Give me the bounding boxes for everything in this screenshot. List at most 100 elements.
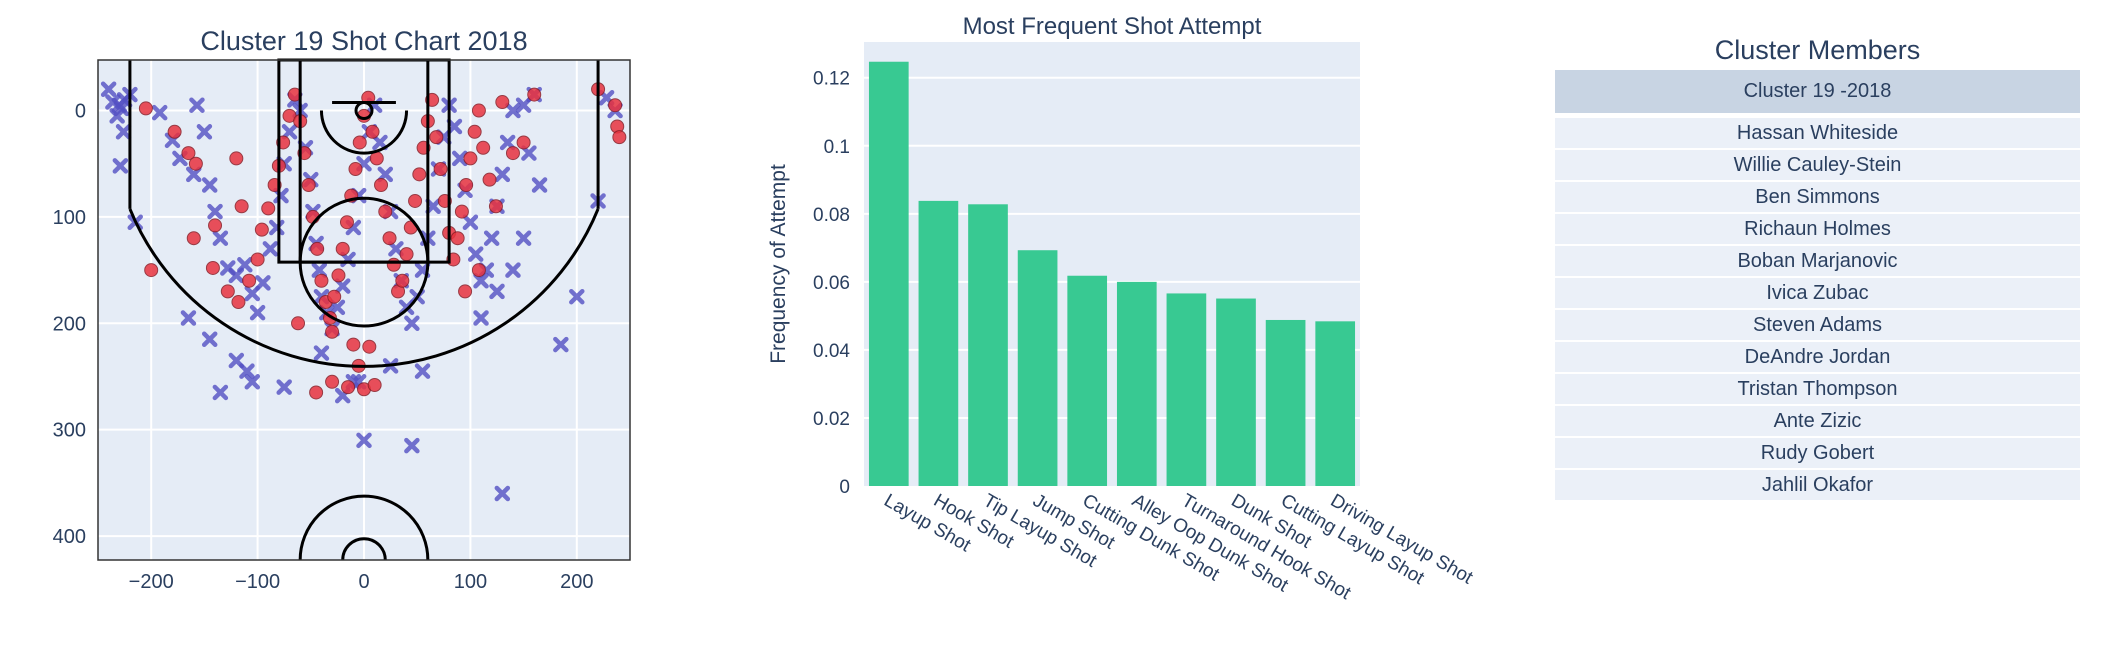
shot-point-circle-28 (339, 215, 354, 230)
shot-point-circle-3 (188, 156, 203, 171)
table-row-8: Tristan Thompson (1555, 373, 2080, 405)
shot-point-circle-66 (527, 87, 542, 102)
shot-point-circle-2 (181, 146, 196, 161)
shot-point-circle-72 (325, 324, 340, 339)
shot-point-x-90 (414, 363, 431, 379)
bar-y-tick-label-2: 0.04 (813, 341, 850, 362)
shot-point-circle-5 (205, 260, 220, 275)
shot-point-x-95 (494, 485, 511, 502)
shot-point-circle-31 (352, 135, 367, 150)
court-three-point-arc (128, 208, 600, 368)
bar-y-tick-label-6: 0.12 (813, 69, 850, 90)
shot-point-circle-60 (476, 140, 491, 155)
shot-point-circle-27 (335, 241, 350, 256)
bar-y-tick-label-0: 0 (839, 477, 850, 498)
shot-y-tick-label-4: 400 (53, 526, 86, 548)
shot-point-circle-83 (229, 151, 244, 166)
shot-y-tick-label-1: 100 (53, 207, 86, 229)
shot-point-circle-74 (362, 339, 377, 354)
bar-chart-y-ticks: 0 0.02 0.04 0.06 0.08 0.1 0.12 (813, 69, 850, 498)
shot-point-x-11 (186, 166, 202, 183)
bar-8 (1265, 319, 1306, 486)
bar-4 (1067, 275, 1108, 486)
shot-point-circle-11 (261, 201, 276, 216)
bar-y-tick-label-4: 0.08 (813, 205, 850, 226)
shot-point-x-23 (262, 241, 279, 257)
shot-point-circle-49 (429, 130, 444, 145)
shot-point-circle-6 (220, 284, 235, 299)
shot-chart-gridlines (98, 60, 630, 560)
shot-x-tick-label-4: 200 (560, 571, 593, 593)
shot-y-tick-label-0: 0 (75, 101, 86, 123)
shot-point-x-56 (425, 198, 441, 215)
shot-point-circle-68 (608, 98, 623, 113)
bar-y-tick-label-1: 0.02 (813, 409, 850, 430)
shot-point-circle-56 (459, 178, 474, 192)
shot-point-circle-77 (341, 380, 356, 395)
shot-point-x-5 (115, 124, 132, 140)
shot-point-x-86 (276, 379, 292, 395)
shot-point-x-64 (467, 246, 484, 262)
table-row-1: Willie Cauley-Stein (1555, 149, 2080, 181)
shot-point-circle-55 (454, 204, 469, 219)
shot-point-circle-38 (382, 231, 397, 246)
table-row-0: Hassan Whiteside (1555, 117, 2080, 149)
shot-point-circle-57 (463, 151, 478, 166)
shot-point-circle-10 (254, 222, 269, 237)
bar-5 (1116, 281, 1157, 486)
shot-chart-frame (97, 59, 631, 561)
bar-9 (1315, 321, 1356, 486)
bar-0 (868, 61, 909, 486)
shot-point-circle-64 (505, 146, 520, 161)
shot-point-circle-73 (346, 337, 361, 352)
table-row-7: DeAndre Jordan (1555, 341, 2080, 373)
shot-point-x-4 (109, 108, 125, 124)
table-row-4: Boban Marjanovic (1555, 245, 2080, 277)
shot-point-circle-76 (325, 374, 340, 389)
shot-point-circle-63 (495, 95, 510, 110)
table-body: Hassan Whiteside Willie Cauley-Stein Ben S… (1555, 117, 2080, 501)
shot-point-circle-19 (301, 178, 316, 192)
shot-point-x-78 (489, 283, 505, 300)
shot-point-x-52 (404, 315, 420, 332)
shot-point-circle-70 (612, 130, 627, 145)
shot-point-circle-84 (234, 199, 249, 214)
shot-point-circle-37 (378, 204, 393, 219)
shot-point-x-24 (269, 219, 285, 236)
shot-point-circle-45 (412, 167, 427, 182)
shot-point-x-102 (105, 94, 121, 110)
shot-point-x-94 (404, 437, 420, 454)
table-header-separator (1555, 113, 2080, 117)
shot-point-circle-85 (458, 284, 473, 299)
bar-y-tick-label-3: 0.06 (813, 273, 850, 294)
shot-point-x-8 (151, 104, 168, 121)
shot-point-circle-41 (395, 273, 410, 288)
court-center-circle-outer (298, 494, 430, 560)
shot-point-x-76 (515, 230, 532, 246)
shot-point-x-81 (201, 331, 218, 348)
shot-point-x-93 (356, 432, 372, 449)
shot-point-x-6 (112, 158, 129, 174)
shot-x-tick-label-0: −200 (129, 571, 174, 593)
shot-point-circle-71 (291, 316, 306, 331)
shot-chart-title: Cluster 19 Shot Chart 2018 (200, 26, 527, 56)
court-restricted-area (319, 110, 409, 155)
table-title: Cluster Members (1714, 35, 1921, 65)
shot-point-circle-7 (231, 295, 246, 310)
bar-chart-title: Most Frequent Shot Attempt (963, 13, 1262, 40)
shot-point-x-79 (473, 310, 489, 326)
shot-point-x-14 (201, 177, 218, 193)
shot-point-x-63 (462, 214, 479, 230)
shot-point-circle-50 (433, 162, 448, 177)
shot-point-x-60 (446, 118, 463, 135)
shot-point-circle-36 (374, 178, 389, 192)
shot-point-x-34 (311, 262, 328, 278)
bar-1 (918, 200, 959, 486)
shot-point-x-71 (505, 102, 521, 119)
table-header: Cluster 19 -2018 (1555, 70, 2080, 113)
shot-point-circle-9 (250, 252, 265, 267)
shot-point-circle-65 (516, 135, 531, 150)
table-row-5: Ivica Zubac (1555, 277, 2080, 309)
